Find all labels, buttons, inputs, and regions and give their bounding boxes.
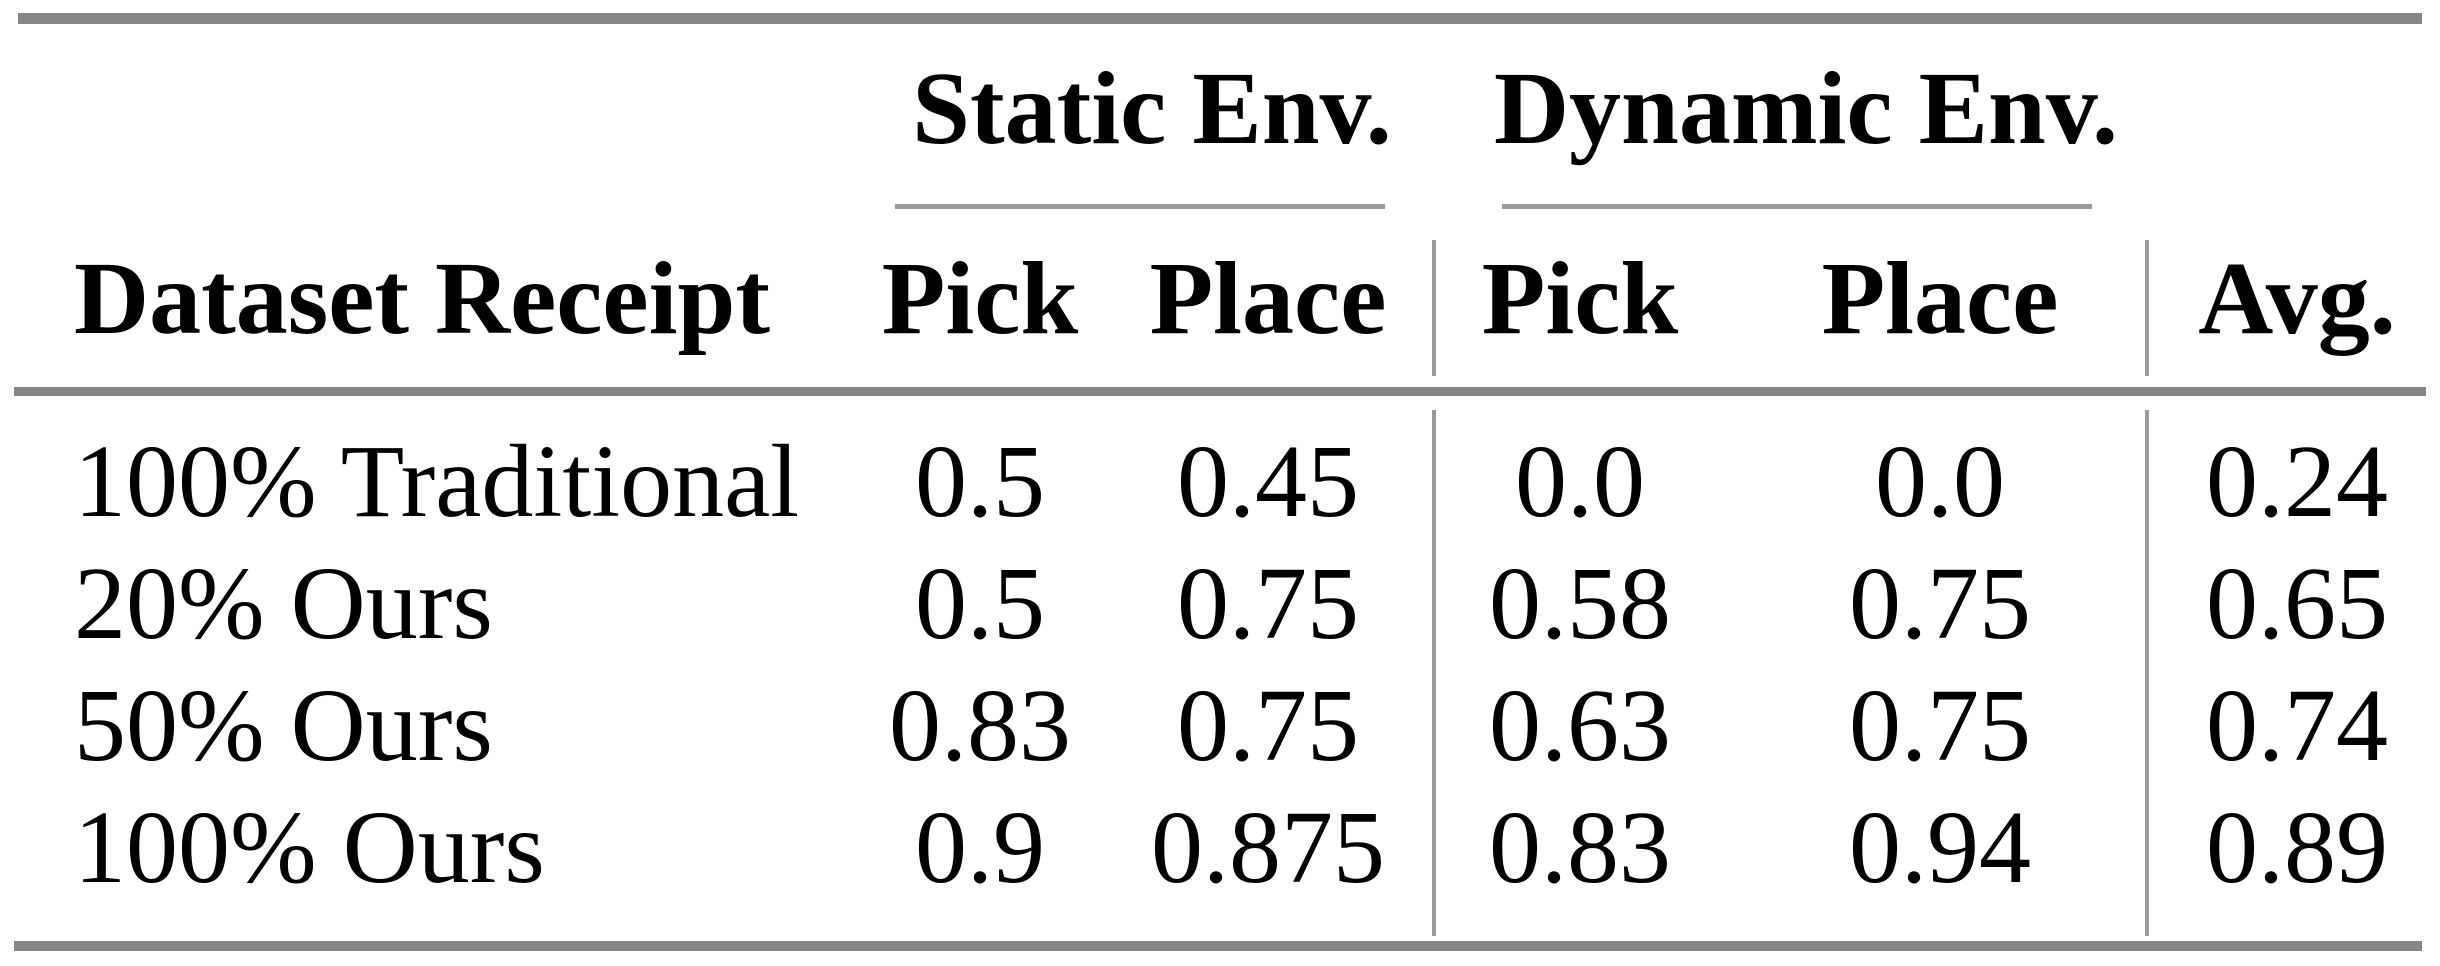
header-dynamic-place: Place xyxy=(1821,241,2059,356)
table-cell: 0.65 xyxy=(2206,546,2388,661)
row-label: 100% Traditional xyxy=(74,424,800,539)
dynamic-env-underline xyxy=(1502,204,2092,209)
table-header-rule xyxy=(14,387,2426,396)
column-separator-static-dynamic-header xyxy=(1432,240,1436,376)
table-cell: 0.83 xyxy=(889,668,1071,783)
header-dynamic-pick: Pick xyxy=(1481,241,1679,356)
group-header-static-env: Static Env. xyxy=(912,51,1392,166)
table-cell: 0.75 xyxy=(1177,668,1359,783)
table-cell: 0.75 xyxy=(1177,546,1359,661)
table-cell: 0.875 xyxy=(1151,790,1385,905)
table-bottom-rule xyxy=(14,941,2422,951)
group-header-dynamic-env: Dynamic Env. xyxy=(1493,51,2119,166)
row-label: 50% Ours xyxy=(74,668,493,783)
column-separator-dynamic-avg-body xyxy=(2145,410,2149,936)
table-cell: 0.9 xyxy=(915,790,1045,905)
column-separator-dynamic-avg-header xyxy=(2145,240,2149,376)
row-label: 100% Ours xyxy=(74,790,545,905)
table-top-rule xyxy=(18,13,2422,24)
row-label: 20% Ours xyxy=(74,546,493,661)
header-avg: Avg. xyxy=(2198,241,2396,356)
static-env-underline xyxy=(895,204,1385,209)
table-cell: 0.45 xyxy=(1177,424,1359,539)
table-cell: 0.75 xyxy=(1849,546,2031,661)
table-cell: 0.58 xyxy=(1489,546,1671,661)
header-static-pick: Pick xyxy=(881,241,1079,356)
table-cell: 0.75 xyxy=(1849,668,2031,783)
table-cell: 0.94 xyxy=(1849,790,2031,905)
column-separator-static-dynamic-body xyxy=(1432,410,1436,936)
table-cell: 0.74 xyxy=(2206,668,2388,783)
table-cell: 0.0 xyxy=(1515,424,1645,539)
header-static-place: Place xyxy=(1149,241,1387,356)
table-cell: 0.83 xyxy=(1489,790,1671,905)
table-cell: 0.24 xyxy=(2206,424,2388,539)
table-cell: 0.5 xyxy=(915,424,1045,539)
table-cell: 0.5 xyxy=(915,546,1045,661)
header-dataset-receipt: Dataset Receipt xyxy=(74,241,770,356)
table-cell: 0.63 xyxy=(1489,668,1671,783)
table-cell: 0.0 xyxy=(1875,424,2005,539)
table-cell: 0.89 xyxy=(2206,790,2388,905)
